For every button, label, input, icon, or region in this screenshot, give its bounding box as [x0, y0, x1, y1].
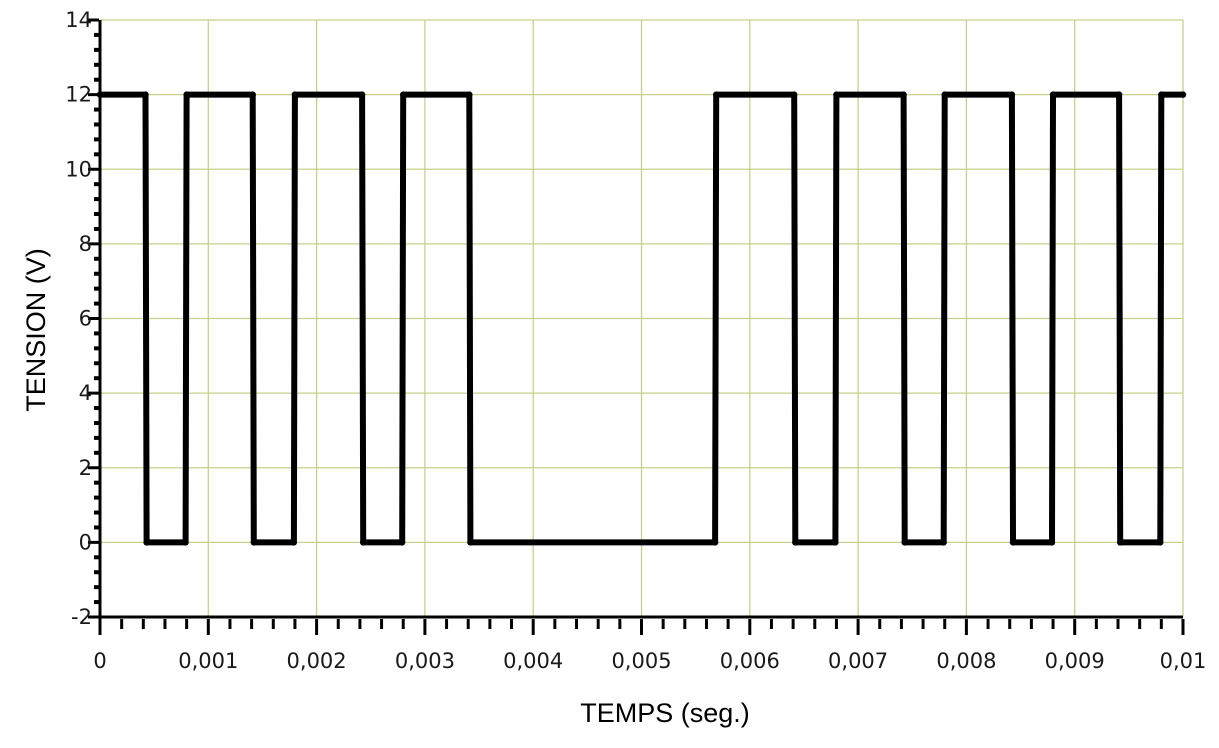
y-tick-label: 10 — [65, 157, 92, 181]
data-point — [400, 91, 407, 98]
x-tick-label: 0 — [93, 649, 106, 673]
data-point — [291, 91, 299, 98]
data-point — [359, 539, 367, 546]
data-point — [1009, 539, 1017, 546]
x-tick-label: 0,001 — [178, 649, 238, 673]
data-point — [792, 539, 799, 546]
y-tick-label: 0 — [79, 530, 92, 554]
x-tick-label: 0,007 — [828, 649, 888, 673]
data-point — [358, 91, 366, 98]
series-layer — [96, 91, 1187, 546]
data-point — [398, 539, 406, 546]
data-point — [900, 91, 907, 98]
data-point — [832, 539, 839, 546]
data-point — [183, 91, 190, 98]
data-point — [1179, 91, 1187, 98]
data-point — [143, 539, 150, 546]
data-point — [901, 539, 908, 546]
x-axis-title: TEMPS (seg.) — [580, 698, 750, 728]
x-tick-label: 0,006 — [720, 649, 780, 673]
y-tick-label: 2 — [79, 456, 92, 480]
y-tick-label: 14 — [65, 8, 92, 32]
data-point — [713, 91, 720, 98]
axes — [98, 20, 1183, 619]
data-point — [142, 91, 149, 98]
data-point — [249, 91, 256, 98]
tick-marks — [88, 18, 1185, 635]
x-tick-label: 0,003 — [395, 649, 455, 673]
x-tick-label: 0,005 — [611, 649, 671, 673]
data-point — [1115, 91, 1123, 98]
series-line — [97, 91, 1186, 546]
data-point — [96, 91, 104, 98]
data-point — [1048, 539, 1056, 546]
x-tick-label: 0,008 — [936, 649, 996, 673]
data-point — [467, 539, 474, 546]
y-tick-label: 4 — [79, 381, 92, 405]
data-point — [466, 91, 473, 98]
data-point — [250, 539, 257, 546]
grid — [100, 19, 1184, 617]
y-tick-label: -2 — [71, 605, 92, 629]
y-tick-label: 12 — [65, 83, 92, 107]
data-point — [791, 91, 798, 98]
x-tick-label: 0,004 — [503, 649, 563, 673]
data-point — [290, 539, 298, 546]
x-tick-label: 0,009 — [1045, 649, 1105, 673]
data-point — [1049, 91, 1057, 98]
y-axis-title: TENSION (V) — [21, 248, 51, 412]
x-tick-label: 0,01 — [1160, 649, 1207, 673]
data-point — [182, 539, 189, 546]
data-point — [711, 539, 719, 546]
data-point — [940, 539, 947, 546]
data-point — [833, 91, 840, 98]
data-point — [1158, 91, 1165, 98]
data-point — [1157, 539, 1164, 546]
data-point — [1116, 539, 1124, 546]
x-tick-label: 0,002 — [287, 649, 347, 673]
data-point — [941, 91, 948, 98]
data-point — [1008, 91, 1016, 98]
y-tick-label: 6 — [79, 307, 92, 331]
y-tick-label: 8 — [79, 232, 92, 256]
